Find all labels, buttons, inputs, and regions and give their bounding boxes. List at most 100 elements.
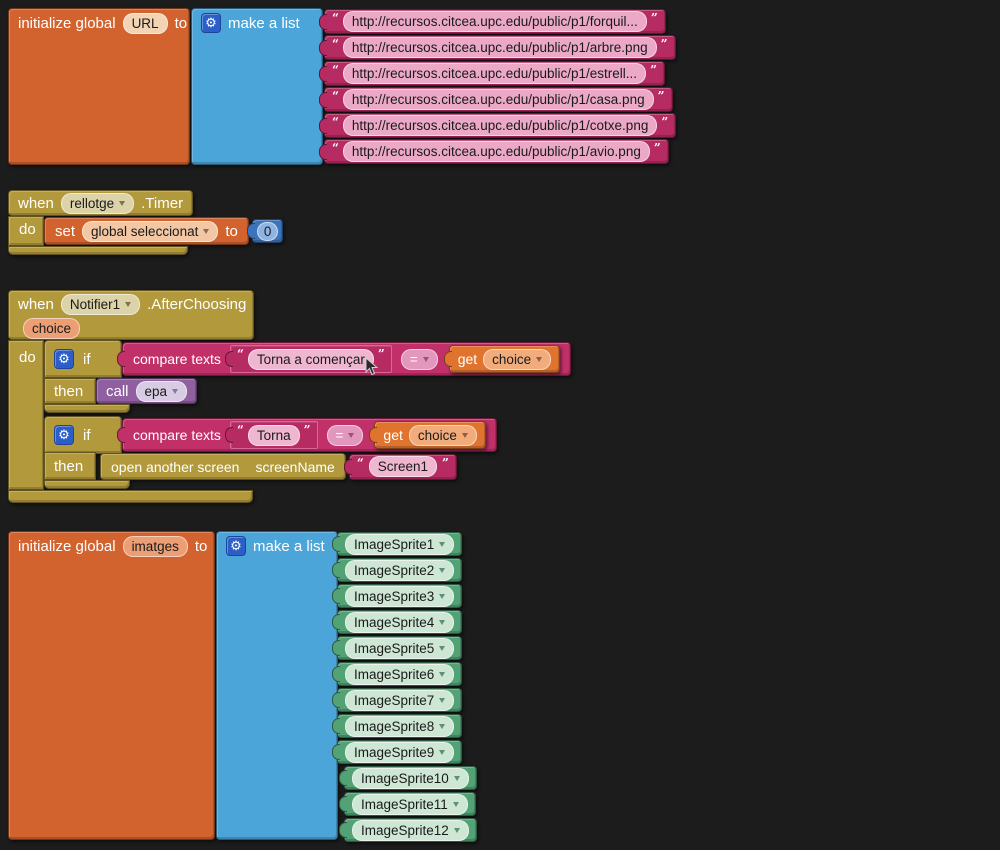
mutator-gear-icon[interactable]: ⚙ bbox=[201, 13, 221, 33]
close-quote: ” bbox=[377, 347, 385, 361]
when-label: when bbox=[18, 194, 54, 212]
set-variable-block[interactable]: set global seleccionat to bbox=[44, 217, 249, 245]
variable-dropdown-choice[interactable]: choice bbox=[408, 424, 477, 446]
component-block-imagesprite[interactable]: ImageSprite6 bbox=[337, 662, 463, 686]
event-label: .Timer bbox=[141, 194, 184, 212]
number-block-zero[interactable]: 0 bbox=[251, 219, 284, 243]
string-value[interactable]: http://recursos.citcea.upc.edu/public/p1… bbox=[342, 37, 657, 58]
variable-dropdown-choice[interactable]: choice bbox=[483, 348, 552, 370]
component-block-imagesprite[interactable]: ImageSprite11 bbox=[344, 792, 476, 816]
text-string-block[interactable]: “ Torna a començar ” bbox=[229, 345, 392, 373]
component-dropdown[interactable]: ImageSprite3 bbox=[345, 585, 455, 607]
open-quote: “ bbox=[332, 11, 339, 25]
text-string-block[interactable]: “ http://recursos.citcea.upc.edu/public/… bbox=[324, 61, 665, 86]
variable-name-pill-imatges[interactable]: imatges bbox=[122, 536, 188, 557]
open-another-screen-block[interactable]: open another screen screenName bbox=[100, 453, 346, 480]
text-string-block[interactable]: “ http://recursos.citcea.upc.edu/public/… bbox=[324, 139, 669, 164]
text-string-block-screen1[interactable]: “ Screen1 ” bbox=[348, 453, 457, 480]
component-block-imagesprite[interactable]: ImageSprite4 bbox=[337, 610, 463, 634]
component-block-imagesprite[interactable]: ImageSprite1 bbox=[337, 532, 463, 556]
variable-dropdown-global-seleccionat[interactable]: global seleccionat bbox=[82, 220, 219, 242]
component-dropdown[interactable]: ImageSprite11 bbox=[352, 793, 468, 815]
string-value[interactable]: Torna bbox=[247, 424, 300, 446]
string-value[interactable]: http://recursos.citcea.upc.edu/public/p1… bbox=[342, 63, 647, 84]
set-statement-row: set global seleccionat to 0 bbox=[44, 217, 284, 245]
component-block-imagesprite[interactable]: ImageSprite9 bbox=[337, 740, 463, 764]
string-value[interactable]: http://recursos.citcea.upc.edu/public/p1… bbox=[342, 115, 658, 136]
text-string-block[interactable]: “ Torna ” bbox=[229, 421, 318, 449]
component-block-imagesprite[interactable]: ImageSprite7 bbox=[337, 688, 463, 712]
close-quote: ” bbox=[661, 115, 669, 129]
string-value[interactable]: http://recursos.citcea.upc.edu/public/p1… bbox=[342, 11, 647, 32]
close-quote: ” bbox=[653, 141, 661, 155]
text-string-block[interactable]: “ http://recursos.citcea.upc.edu/public/… bbox=[324, 113, 677, 138]
make-a-list-block-url[interactable]: ⚙ make a list bbox=[191, 8, 323, 165]
component-block-imagesprite[interactable]: ImageSprite8 bbox=[337, 714, 463, 738]
operator-dropdown[interactable]: = bbox=[326, 424, 364, 446]
component-dropdown[interactable]: ImageSprite5 bbox=[345, 637, 455, 659]
variable-name-pill-url[interactable]: URL bbox=[122, 13, 168, 34]
component-name: ImageSprite5 bbox=[354, 640, 435, 656]
dropdown-arrow-icon bbox=[125, 302, 132, 307]
when-notifier-afterchoosing-block[interactable]: when Notifier1 .AfterChoosing choice bbox=[8, 290, 254, 340]
open-quote: “ bbox=[332, 37, 339, 51]
component-dropdown[interactable]: ImageSprite8 bbox=[345, 715, 455, 737]
if-block-1[interactable]: ⚙ if bbox=[44, 340, 122, 378]
component-dropdown[interactable]: ImageSprite2 bbox=[345, 559, 455, 581]
component-block-imagesprite[interactable]: ImageSprite5 bbox=[337, 636, 463, 660]
event-param-choice-pill[interactable]: choice bbox=[23, 318, 81, 339]
if1-condition-row: compare texts “ Torna a començar ” = get… bbox=[122, 342, 572, 376]
do-spine: do bbox=[8, 216, 44, 246]
text-string-block[interactable]: “ http://recursos.citcea.upc.edu/public/… bbox=[324, 87, 673, 112]
get-label: get bbox=[457, 351, 478, 367]
string-value[interactable]: http://recursos.citcea.upc.edu/public/p1… bbox=[342, 89, 654, 110]
initialize-global-imatges-block[interactable]: initialize global imatges to bbox=[8, 531, 215, 840]
block-bottom-bar bbox=[8, 490, 253, 503]
open-quote: “ bbox=[332, 89, 339, 103]
text-string-block[interactable]: “ http://recursos.citcea.upc.edu/public/… bbox=[324, 35, 676, 60]
component-dropdown[interactable]: ImageSprite10 bbox=[352, 767, 469, 789]
initialize-global-url-block[interactable]: initialize global URL to bbox=[8, 8, 190, 165]
dropdown-arrow-icon bbox=[439, 723, 446, 729]
component-dropdown[interactable]: ImageSprite6 bbox=[345, 663, 455, 685]
component-name: rellotge bbox=[69, 195, 115, 211]
component-dropdown[interactable]: ImageSprite1 bbox=[345, 533, 455, 555]
component-block-imagesprite[interactable]: ImageSprite10 bbox=[344, 766, 477, 790]
string-value[interactable]: Screen1 bbox=[368, 456, 438, 477]
operator-dropdown[interactable]: = bbox=[400, 348, 438, 370]
component-dropdown[interactable]: ImageSprite12 bbox=[352, 819, 469, 841]
if-block-2[interactable]: ⚙ if bbox=[44, 416, 122, 454]
when-label: when bbox=[18, 296, 54, 313]
component-dropdown-notifier1[interactable]: Notifier1 bbox=[60, 294, 141, 315]
component-name: ImageSprite4 bbox=[354, 614, 435, 630]
mutator-gear-icon[interactable]: ⚙ bbox=[54, 425, 74, 445]
string-value[interactable]: Torna a començar bbox=[247, 348, 374, 370]
call-label: call bbox=[106, 382, 129, 400]
procedure-dropdown-epa[interactable]: epa bbox=[135, 380, 188, 402]
component-block-imagesprite[interactable]: ImageSprite3 bbox=[337, 584, 463, 608]
component-dropdown[interactable]: ImageSprite9 bbox=[345, 741, 455, 763]
compare-texts-block-1[interactable]: compare texts “ Torna a començar ” = get… bbox=[122, 342, 572, 376]
mutator-gear-icon[interactable]: ⚙ bbox=[226, 536, 246, 556]
procedure-name: epa bbox=[144, 383, 168, 399]
do-label: do bbox=[19, 221, 36, 238]
component-dropdown[interactable]: ImageSprite4 bbox=[345, 611, 455, 633]
component-dropdown-rellotge[interactable]: rellotge bbox=[60, 192, 135, 214]
make-a-list-label: make a list bbox=[253, 537, 325, 555]
text-string-block[interactable]: “ http://recursos.citcea.upc.edu/public/… bbox=[324, 9, 666, 34]
when-rellotge-timer-block[interactable]: when rellotge .Timer bbox=[8, 190, 194, 216]
number-value[interactable]: 0 bbox=[256, 221, 279, 241]
component-block-imagesprite[interactable]: ImageSprite2 bbox=[337, 558, 463, 582]
component-block-imagesprite[interactable]: ImageSprite12 bbox=[344, 818, 477, 842]
string-value[interactable]: http://recursos.citcea.upc.edu/public/p1… bbox=[342, 141, 650, 162]
get-choice-block[interactable]: get choice bbox=[374, 421, 486, 449]
component-dropdown[interactable]: ImageSprite7 bbox=[345, 689, 455, 711]
block-group-init-url: initialize global URL to ⚙ make a list “… bbox=[8, 8, 728, 168]
make-a-list-block-imatges[interactable]: ⚙ make a list bbox=[216, 531, 338, 840]
get-choice-block[interactable]: get choice bbox=[448, 345, 561, 373]
compare-texts-block-2[interactable]: compare texts “ Torna ” = get choice bbox=[122, 418, 497, 452]
compare-texts-label: compare texts bbox=[133, 351, 221, 367]
call-epa-block[interactable]: call epa bbox=[96, 378, 198, 404]
mutator-gear-icon[interactable]: ⚙ bbox=[54, 349, 74, 369]
